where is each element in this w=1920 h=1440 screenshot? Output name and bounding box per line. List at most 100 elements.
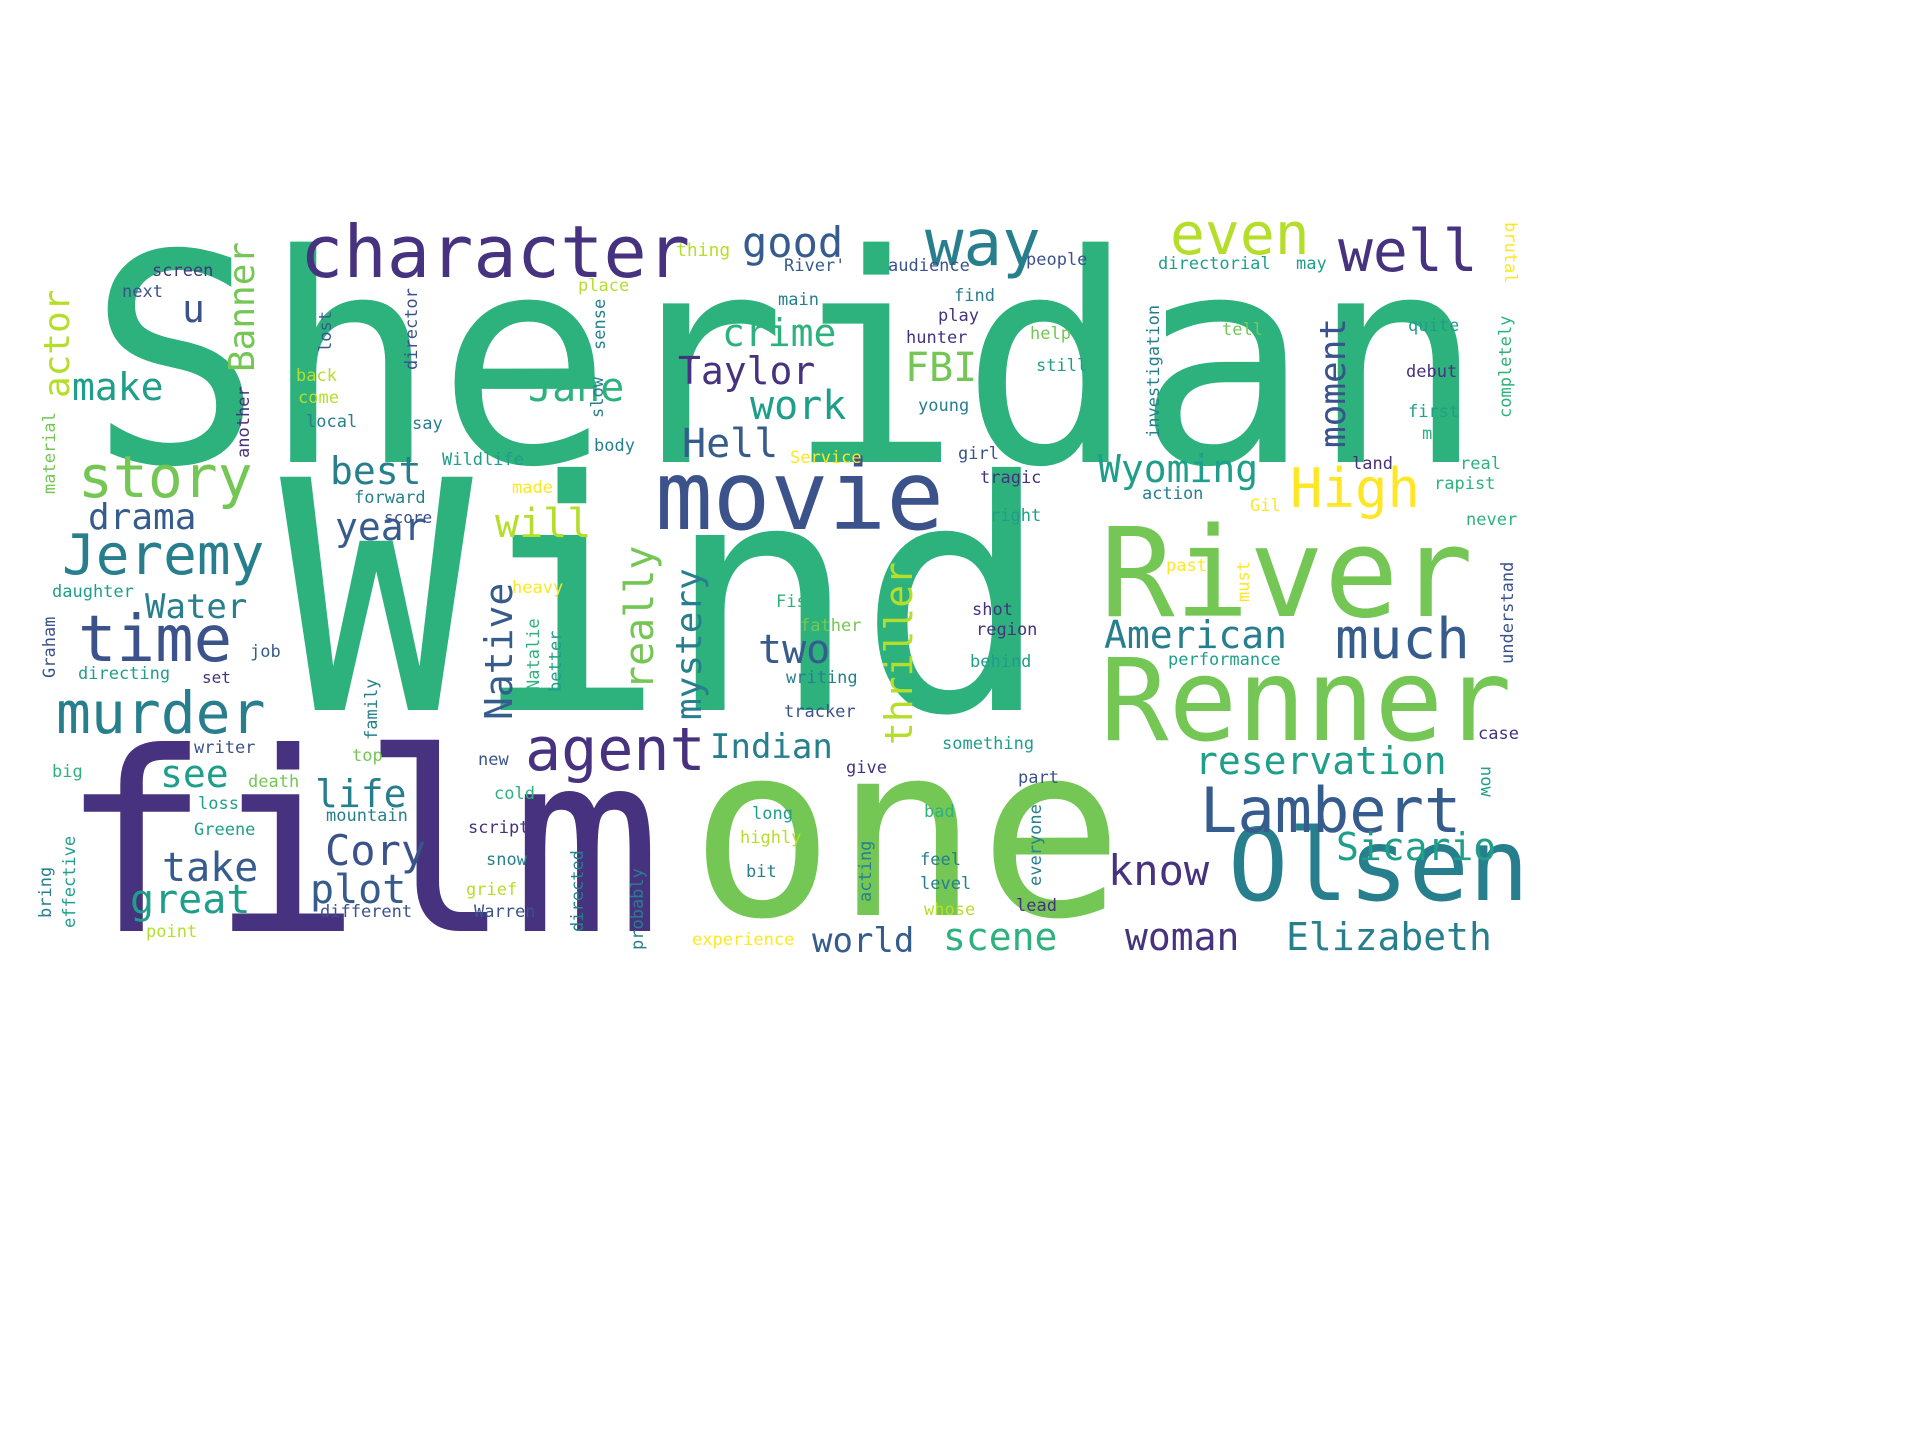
word-moment: moment — [1313, 317, 1354, 448]
word-greene: Greene — [194, 820, 256, 840]
word-reservation: reservation — [1195, 739, 1447, 783]
word-behind: behind — [970, 652, 1032, 672]
word-directing: directing — [78, 664, 171, 684]
word-high: High — [1290, 457, 1421, 520]
word-next: next — [122, 282, 163, 302]
word-really: really — [617, 545, 663, 691]
word-land: land — [1352, 454, 1393, 474]
word-scene: scene — [943, 915, 1058, 959]
word-american: American — [1104, 613, 1288, 657]
word-sheridan: Sheridan — [88, 194, 1485, 531]
word-find: find — [954, 286, 995, 306]
word-brutal: brutal — [1500, 222, 1520, 284]
word-probably: probably — [628, 868, 648, 950]
word-u: u — [182, 287, 205, 331]
word-indian: Indian — [710, 727, 833, 767]
word-way: way — [925, 207, 1041, 281]
word-set: set — [202, 668, 231, 687]
word-two: two — [758, 627, 831, 673]
word-death: death — [248, 772, 300, 792]
word-people: people — [1026, 250, 1088, 270]
word-level: level — [920, 874, 972, 894]
word-made: made — [512, 478, 553, 498]
word-place: place — [578, 276, 630, 296]
word-quite: quite — [1408, 316, 1460, 336]
word-hell: Hell — [682, 421, 779, 467]
word-say: say — [412, 414, 443, 434]
word-snow: snow — [486, 850, 527, 870]
word-tell: tell — [1222, 320, 1263, 340]
word-jeremy: Jeremy — [62, 523, 265, 588]
word-lambert: Lambert — [1200, 774, 1462, 847]
word-know: know — [1108, 846, 1210, 895]
word-see: see — [160, 752, 229, 796]
word-rapist: rapist — [1434, 474, 1496, 494]
word-well: well — [1338, 217, 1478, 285]
word-tragic: tragic — [980, 468, 1042, 488]
word-thriller: thriller — [877, 561, 921, 745]
word-hunter: hunter — [906, 328, 968, 348]
word-family: family — [362, 678, 382, 740]
word-native: Native — [477, 582, 521, 720]
word-father: father — [800, 616, 862, 636]
word-great: great — [130, 877, 251, 923]
word-slow: slow — [588, 377, 608, 418]
word-plot: plot — [310, 867, 407, 913]
word-come: come — [298, 388, 339, 408]
word-loss: loss — [198, 794, 239, 814]
word-work: work — [750, 383, 847, 429]
word-completely: completely — [1496, 315, 1516, 418]
word-much: much — [1335, 607, 1470, 672]
word-warren: Warren — [474, 902, 536, 922]
word-play: play — [938, 306, 979, 326]
word-will: will — [495, 501, 592, 547]
word-movie: movie — [655, 440, 944, 552]
word-still: still — [1036, 356, 1088, 376]
word-crime: crime — [722, 311, 837, 355]
word-grief: grief — [466, 880, 518, 900]
word-acting: acting — [856, 840, 876, 902]
word-fbi: FBI — [905, 345, 978, 391]
word-one: one — [690, 692, 1124, 972]
word-help: help — [1030, 324, 1071, 344]
word-best: best — [330, 449, 422, 493]
word-bring: bring — [36, 866, 56, 918]
word-script: script — [468, 818, 530, 838]
word-river: River — [1100, 502, 1474, 646]
word-heavy: heavy — [512, 578, 564, 598]
word-different: different — [320, 902, 413, 922]
word-year: year — [335, 505, 427, 549]
word-part: part — [1018, 768, 1059, 788]
word-material: material — [40, 412, 60, 494]
word-long: long — [752, 804, 793, 824]
word-young: young — [918, 396, 970, 416]
word-murder: murder — [56, 679, 266, 747]
word-bad: bad — [924, 802, 955, 822]
word-drama: drama — [88, 497, 197, 538]
word-directorial: directorial — [1158, 254, 1271, 274]
word-must: must — [1234, 561, 1254, 602]
word-score: score — [384, 508, 433, 527]
word-cold: cold — [494, 784, 535, 804]
word-right: right — [990, 506, 1042, 526]
word-another: another — [234, 386, 254, 458]
word-everyone: everyone — [1026, 804, 1046, 886]
word-renner: Renner — [1100, 634, 1512, 767]
word-something: something — [942, 734, 1035, 754]
word-lead: lead — [1016, 896, 1057, 916]
word-big: big — [52, 762, 83, 782]
word-point: point — [146, 922, 198, 942]
word-action: action — [1142, 484, 1204, 504]
word-performance: performance — [1168, 650, 1281, 670]
word-real: real — [1460, 454, 1501, 474]
word-daughter: daughter — [52, 582, 134, 602]
word-natalie: Natalie — [524, 618, 544, 690]
word-audience: audience — [888, 256, 970, 276]
word-main: main — [778, 290, 819, 310]
word-directed: directed — [568, 850, 588, 932]
word-world: world — [812, 921, 915, 961]
word-first: first — [1408, 402, 1460, 422]
word-investigation: investigation — [1144, 304, 1164, 438]
word-good: good — [742, 218, 844, 267]
